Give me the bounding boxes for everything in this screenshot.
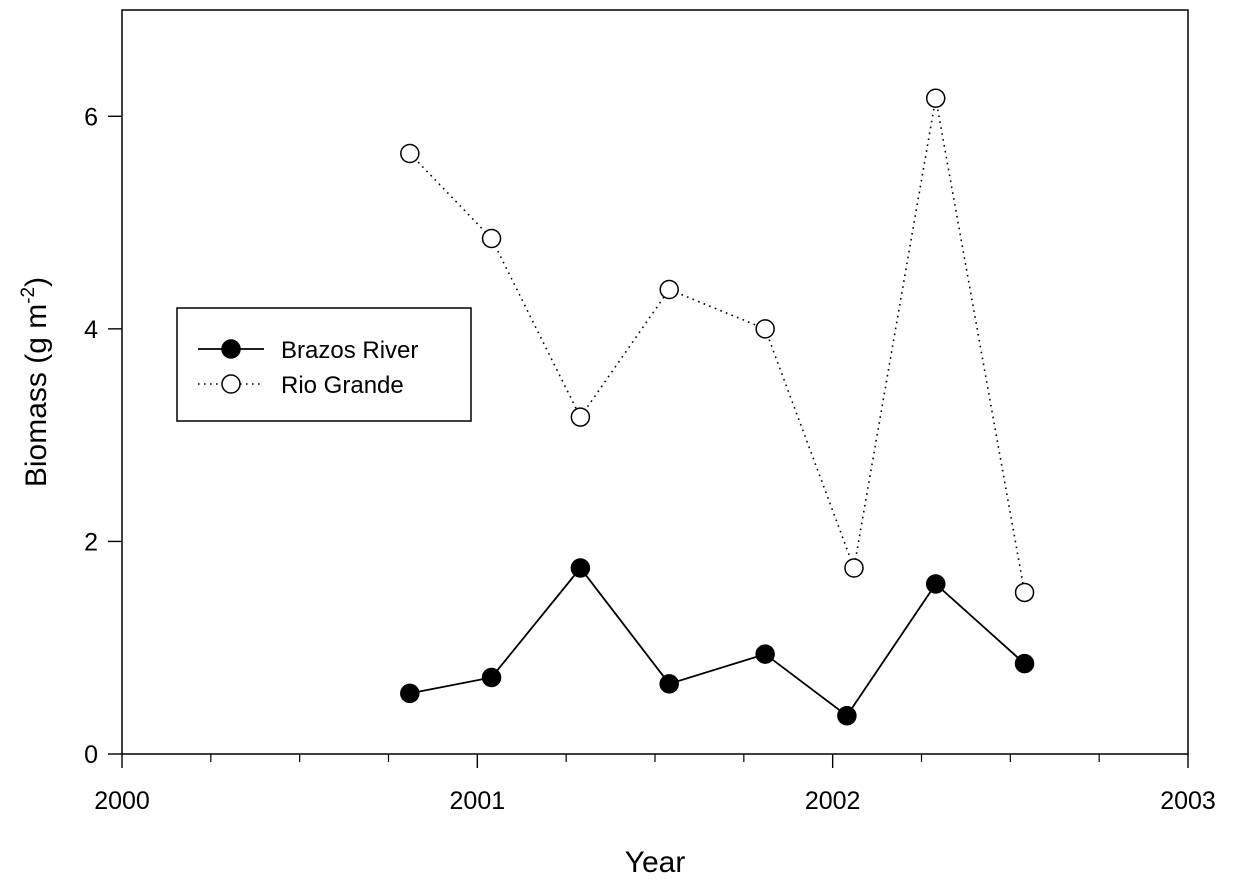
x-tick-label: 2003 [1160,787,1216,815]
y-tick-label: 6 [84,103,98,131]
y-tick-label: 2 [84,528,98,556]
data-point-brazos-river [837,705,857,726]
y-tick-label: 4 [84,316,98,344]
x-tick-label: 2001 [450,787,506,815]
x-tick-label: 2002 [805,787,861,815]
data-point-rio-grande [844,558,864,578]
series-layer [400,88,1035,726]
data-point-brazos-river [400,683,420,704]
legend-label-brazos-river: Brazos River [281,337,418,364]
x-tick-label: 2000 [94,787,150,815]
data-point-brazos-river [481,667,502,688]
y-axis-title-superscript: -2 [18,287,39,304]
data-point-brazos-river [659,674,679,694]
data-point-brazos-river [570,558,591,578]
legend-marker-brazos-river [221,339,241,359]
y-axis-title-close: ) [20,277,53,287]
data-point-rio-grande [755,319,775,339]
legend-label-rio-grande: Rio Grande [281,372,404,399]
y-tick-label: 0 [84,741,98,769]
series-line-rio-grande [409,98,1026,593]
data-point-rio-grande [570,407,591,427]
y-axis-ticks: 0 2 4 6 [84,103,122,769]
series-line-brazos-river [409,566,1026,718]
data-point-rio-grande [400,143,420,164]
data-point-brazos-river [925,574,946,594]
data-point-rio-grande [481,228,502,249]
x-axis-title: Year [625,846,686,879]
data-point-brazos-river [1014,653,1035,674]
legend-marker-rio-grande [221,374,241,394]
legend-box [176,307,472,422]
y-axis-title-main: Biomass (g m [20,304,53,487]
data-point-rio-grande [659,279,679,300]
data-point-brazos-river [755,644,775,664]
y-axis-title: Biomass (g m-2) [18,277,53,487]
data-point-rio-grande [925,88,946,108]
x-axis-ticks: 2000 2001 2002 2003 [94,754,1216,815]
data-point-rio-grande [1014,582,1035,603]
legend: Brazos River Rio Grande [176,307,472,422]
